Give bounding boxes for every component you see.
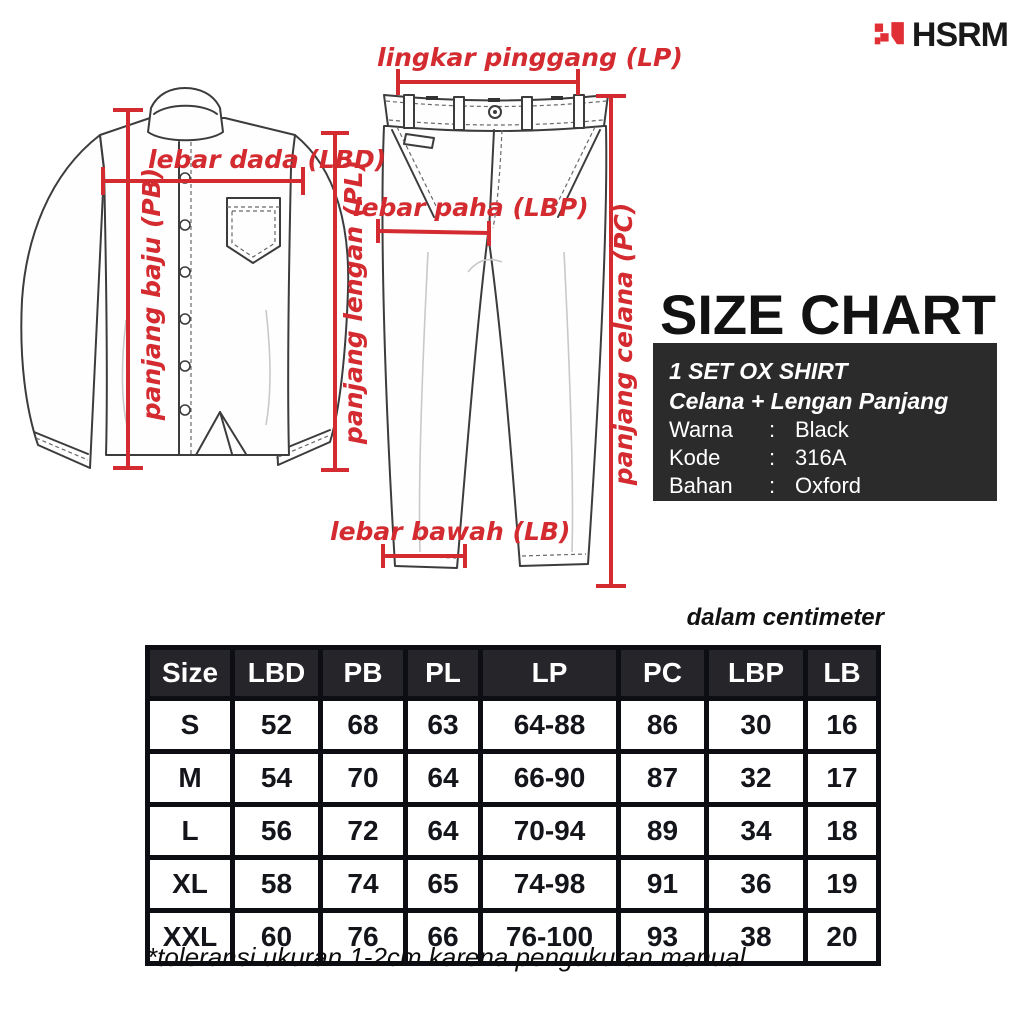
- label-lebar-dada: lebar dada (LBD): [148, 145, 387, 174]
- value-cell: 56: [230, 802, 323, 860]
- attr-value: Oxford: [795, 473, 862, 498]
- shirt-collar: [147, 87, 224, 142]
- pants-pockets: [391, 126, 601, 218]
- unit-note: dalam centimeter: [686, 604, 884, 631]
- value-cell: 64: [403, 802, 483, 860]
- product-attribute-row: Warna : Black: [669, 416, 981, 444]
- header-cell: LBP: [704, 645, 808, 701]
- attr-label: Kode: [669, 445, 721, 470]
- value-cell: 64-88: [478, 696, 621, 754]
- attr-label: Warna: [669, 417, 733, 442]
- size-cell: XXL: [145, 908, 235, 966]
- value-cell: 30: [704, 696, 808, 754]
- header-cell: LB: [803, 645, 881, 701]
- value-cell: 87: [616, 749, 709, 807]
- value-cell: 76: [318, 908, 408, 966]
- attr-value: 316A: [795, 445, 847, 470]
- value-cell: 72: [318, 802, 408, 860]
- value-cell: 58: [230, 855, 323, 913]
- header-cell: LP: [478, 645, 621, 701]
- attr-separator: :: [769, 445, 776, 470]
- value-cell: 17: [803, 749, 881, 807]
- value-cell: 68: [318, 696, 408, 754]
- shirt-placket: [178, 141, 192, 456]
- label-lingkar-pinggang: lingkar pinggang (LP): [377, 43, 683, 72]
- value-cell: 52: [230, 696, 323, 754]
- shirt-line-art: [20, 87, 350, 469]
- value-cell: 66: [403, 908, 483, 966]
- pants-line-art: [381, 94, 609, 569]
- label-lebar-bawah: lebar bawah (LB): [330, 517, 571, 546]
- value-cell: 86: [616, 696, 709, 754]
- size-cell: XL: [145, 855, 235, 913]
- size-table: Size LBD PB PL LP PC LBP LB S 52 68 63 6…: [145, 645, 881, 966]
- size-cell: M: [145, 749, 235, 807]
- product-attribute-row: Bahan : Oxford: [669, 472, 981, 500]
- header-cell: PC: [616, 645, 709, 701]
- size-cell: S: [145, 696, 235, 754]
- value-cell: 18: [803, 802, 881, 860]
- value-cell: 93: [616, 908, 709, 966]
- value-cell: 74-98: [478, 855, 621, 913]
- table-header-row: Size LBD PB PL LP PC LBP LB: [145, 645, 881, 701]
- size-cell: L: [145, 802, 235, 860]
- table-row: M 54 70 64 66-90 87 32 17: [145, 749, 881, 807]
- pants-fly: [488, 129, 503, 233]
- pants-belt-loops: [403, 94, 585, 131]
- value-cell: 65: [403, 855, 483, 913]
- value-cell: 70-94: [478, 802, 621, 860]
- table-row: XXL 60 76 66 76-100 93 38 20: [145, 908, 881, 966]
- label-panjang-celana: panjang celana (PC): [609, 202, 638, 486]
- value-cell: 64: [403, 749, 483, 807]
- product-attribute-row: Kode : 316A: [669, 444, 981, 472]
- product-info-panel: 1 SET OX SHIRT Celana + Lengan Panjang W…: [653, 343, 997, 501]
- value-cell: 70: [318, 749, 408, 807]
- attr-value: Black: [795, 417, 849, 442]
- value-cell: 91: [616, 855, 709, 913]
- page-title: SIZE CHART: [660, 283, 996, 346]
- value-cell: 76-100: [478, 908, 621, 966]
- table-row: XL 58 74 65 74-98 91 36 19: [145, 855, 881, 913]
- value-cell: 74: [318, 855, 408, 913]
- value-cell: 66-90: [478, 749, 621, 807]
- attr-separator: :: [769, 473, 776, 498]
- value-cell: 16: [803, 696, 881, 754]
- brand-logo: HSRM: [872, 16, 1009, 55]
- value-cell: 20: [803, 908, 881, 966]
- table-row: S 52 68 63 64-88 86 30 16: [145, 696, 881, 754]
- value-cell: 34: [704, 802, 808, 860]
- header-cell: PL: [403, 645, 483, 701]
- product-set-line: 1 SET OX SHIRT: [669, 358, 848, 384]
- value-cell: 38: [704, 908, 808, 966]
- product-set-detail: Celana + Lengan Panjang: [669, 388, 949, 414]
- value-cell: 89: [616, 802, 709, 860]
- value-cell: 63: [403, 696, 483, 754]
- tolerance-footnote: *toleransi ukuran 1-2cm karena pengukura…: [147, 942, 753, 972]
- attr-label: Bahan: [669, 473, 733, 498]
- label-lebar-paha: lebar paha (LBP): [353, 193, 589, 222]
- shirt-hem-fold: [195, 411, 247, 456]
- header-cell: Size: [145, 645, 235, 701]
- table-row: L 56 72 64 70-94 89 34 18: [145, 802, 881, 860]
- value-cell: 54: [230, 749, 323, 807]
- shirt-buttons: [179, 172, 191, 416]
- value-cell: 36: [704, 855, 808, 913]
- attr-separator: :: [769, 417, 776, 442]
- value-cell: 60: [230, 908, 323, 966]
- pants-button: [488, 105, 502, 119]
- value-cell: 32: [704, 749, 808, 807]
- shirt-pocket: [226, 197, 281, 264]
- header-cell: PB: [318, 645, 408, 701]
- value-cell: 19: [803, 855, 881, 913]
- header-cell: LBD: [230, 645, 323, 701]
- hsrm-pixel-logo-icon: [874, 21, 904, 44]
- label-panjang-baju: panjang baju (PB): [137, 167, 166, 421]
- brand-name: HSRM: [911, 16, 1009, 54]
